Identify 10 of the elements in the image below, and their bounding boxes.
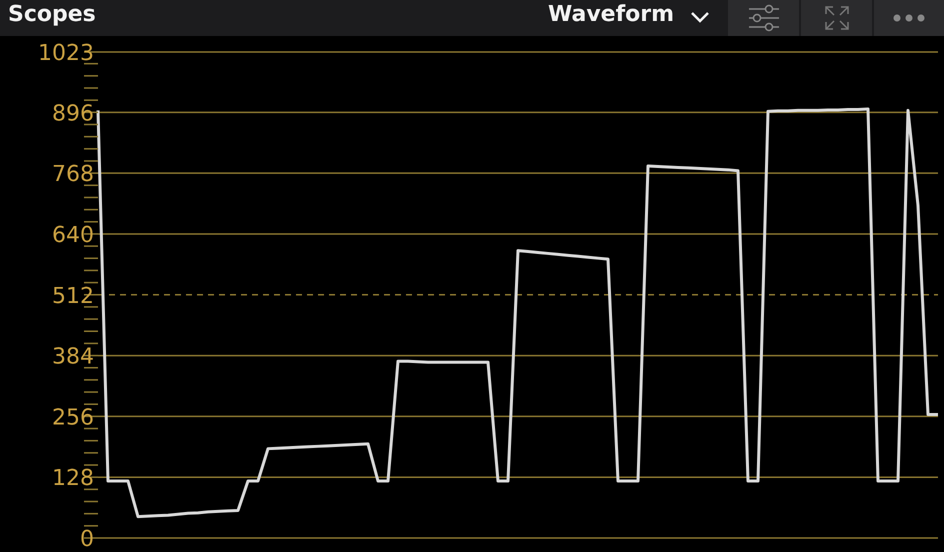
y-tick-label: 1023 bbox=[38, 41, 94, 66]
y-tick-label: 256 bbox=[52, 405, 94, 430]
chart-title: Scopes bbox=[8, 2, 96, 27]
y-tick-label: 768 bbox=[52, 162, 94, 188]
y-tick-label: 896 bbox=[52, 101, 94, 126]
y-tick-label: 128 bbox=[52, 466, 94, 492]
y-tick-label: 640 bbox=[52, 222, 94, 248]
chart-subtitle: Waveform bbox=[548, 2, 674, 27]
y-tick-label: 512 bbox=[52, 284, 94, 309]
y-tick-label: 384 bbox=[52, 344, 94, 370]
